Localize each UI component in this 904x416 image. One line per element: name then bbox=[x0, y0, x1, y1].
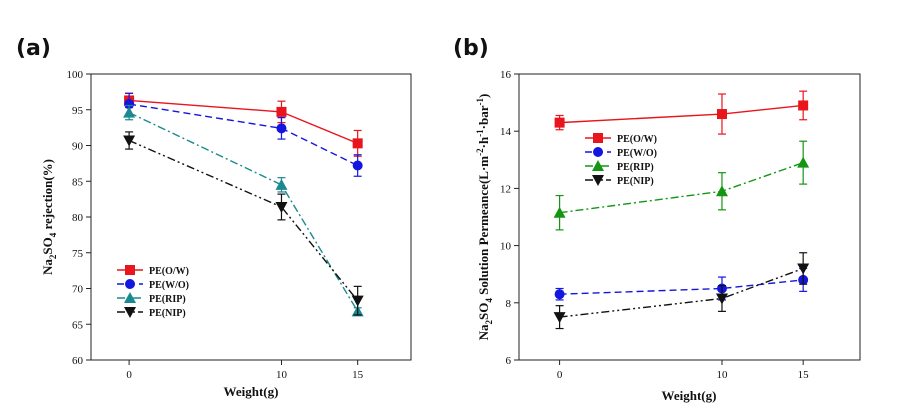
y-ticks-a: 60 65 70 75 80 85 90 95 100 bbox=[67, 69, 91, 367]
series-a bbox=[123, 92, 364, 317]
y-tick-label: 100 bbox=[67, 69, 84, 81]
data-point bbox=[275, 178, 288, 190]
chart-b: (b) 6 8 10 12 14 16 0 10 15 PE(O/W) PE(W/O) PE(RI… bbox=[453, 36, 861, 403]
data-point bbox=[798, 100, 809, 111]
y-tick-label: 70 bbox=[72, 284, 84, 296]
data-point bbox=[715, 293, 728, 305]
legend-label: PE(NIP) bbox=[617, 176, 654, 187]
y-ticks-b: 6 8 10 12 14 16 bbox=[500, 69, 519, 367]
y-tick-label: 16 bbox=[500, 69, 512, 81]
data-point bbox=[123, 135, 136, 147]
legend-marker bbox=[592, 160, 604, 171]
y-tick-label: 6 bbox=[506, 355, 512, 367]
x-tick-label: 10 bbox=[716, 369, 728, 381]
y-tick-label: 90 bbox=[72, 141, 84, 153]
y-tick-label: 60 bbox=[72, 355, 84, 367]
y-tick-label: 85 bbox=[72, 176, 84, 188]
y-axis-label-b: Na2SO4 Solution Permeance(L·m-2·h-1·bar-… bbox=[475, 94, 494, 341]
legend-label: PE(W/O) bbox=[617, 148, 657, 159]
legend-label: PE(W/O) bbox=[149, 280, 189, 291]
x-tick-label: 15 bbox=[798, 369, 810, 381]
x-tick-label: 15 bbox=[352, 369, 364, 381]
data-point bbox=[716, 109, 727, 120]
series-line bbox=[559, 104, 804, 124]
series-line bbox=[128, 103, 358, 167]
plot-frame-b bbox=[518, 73, 861, 361]
data-point bbox=[352, 160, 363, 171]
data-point bbox=[123, 106, 136, 118]
legend-marker bbox=[125, 279, 135, 289]
legend-marker bbox=[593, 147, 603, 157]
x-axis-label-a: Weight(g) bbox=[224, 384, 279, 399]
y-tick-label: 10 bbox=[500, 241, 512, 253]
legend-label: PE(RIP) bbox=[617, 162, 654, 173]
data-point bbox=[797, 156, 810, 168]
data-point bbox=[352, 138, 363, 149]
y-tick-label: 75 bbox=[72, 248, 84, 260]
y-axis-label-a: Na2SO4 rejection(%) bbox=[40, 159, 58, 275]
panel-a-label: (a) bbox=[16, 36, 51, 61]
y-tick-label: 14 bbox=[500, 126, 512, 138]
legend-b: PE(O/W) PE(W/O) PE(RIP) PE(NIP) bbox=[585, 133, 657, 187]
data-point bbox=[554, 289, 565, 300]
legend-label: PE(NIP) bbox=[149, 308, 186, 319]
data-point bbox=[715, 185, 728, 197]
x-tick-label: 0 bbox=[557, 369, 563, 381]
data-point bbox=[553, 206, 566, 218]
y-tick-label: 12 bbox=[500, 183, 511, 195]
legend-marker bbox=[124, 307, 136, 318]
legend-marker bbox=[124, 292, 136, 303]
legend-label: PE(O/W) bbox=[149, 266, 189, 277]
legend-label: PE(RIP) bbox=[149, 294, 186, 305]
data-point bbox=[554, 117, 565, 128]
legend-marker bbox=[592, 175, 604, 186]
panel-b-label: (b) bbox=[453, 36, 489, 61]
series-b bbox=[553, 90, 810, 330]
data-point bbox=[553, 312, 566, 324]
y-tick-label: 80 bbox=[72, 212, 84, 224]
y-tick-label: 65 bbox=[72, 319, 84, 331]
data-point bbox=[276, 123, 287, 134]
y-tick-label: 8 bbox=[506, 298, 512, 310]
series-line bbox=[128, 111, 359, 312]
plot-frame-a bbox=[90, 73, 412, 361]
legend-label: PE(O/W) bbox=[617, 134, 657, 145]
data-point bbox=[797, 263, 810, 275]
legend-marker bbox=[125, 265, 135, 275]
x-axis-label-b: Weight(g) bbox=[662, 388, 717, 403]
legend-a: PE(O/W) PE(W/O) PE(RIP) PE(NIP) bbox=[117, 265, 189, 319]
data-point bbox=[275, 201, 288, 213]
data-point bbox=[276, 106, 287, 117]
x-tick-label: 0 bbox=[126, 369, 132, 381]
y-tick-label: 95 bbox=[72, 105, 84, 117]
data-point bbox=[124, 99, 135, 110]
x-tick-label: 10 bbox=[276, 369, 288, 381]
x-ticks-a: 0 10 15 bbox=[126, 360, 364, 381]
data-point bbox=[351, 295, 364, 307]
x-ticks-b: 0 10 15 bbox=[557, 360, 809, 381]
legend-marker bbox=[593, 133, 603, 143]
